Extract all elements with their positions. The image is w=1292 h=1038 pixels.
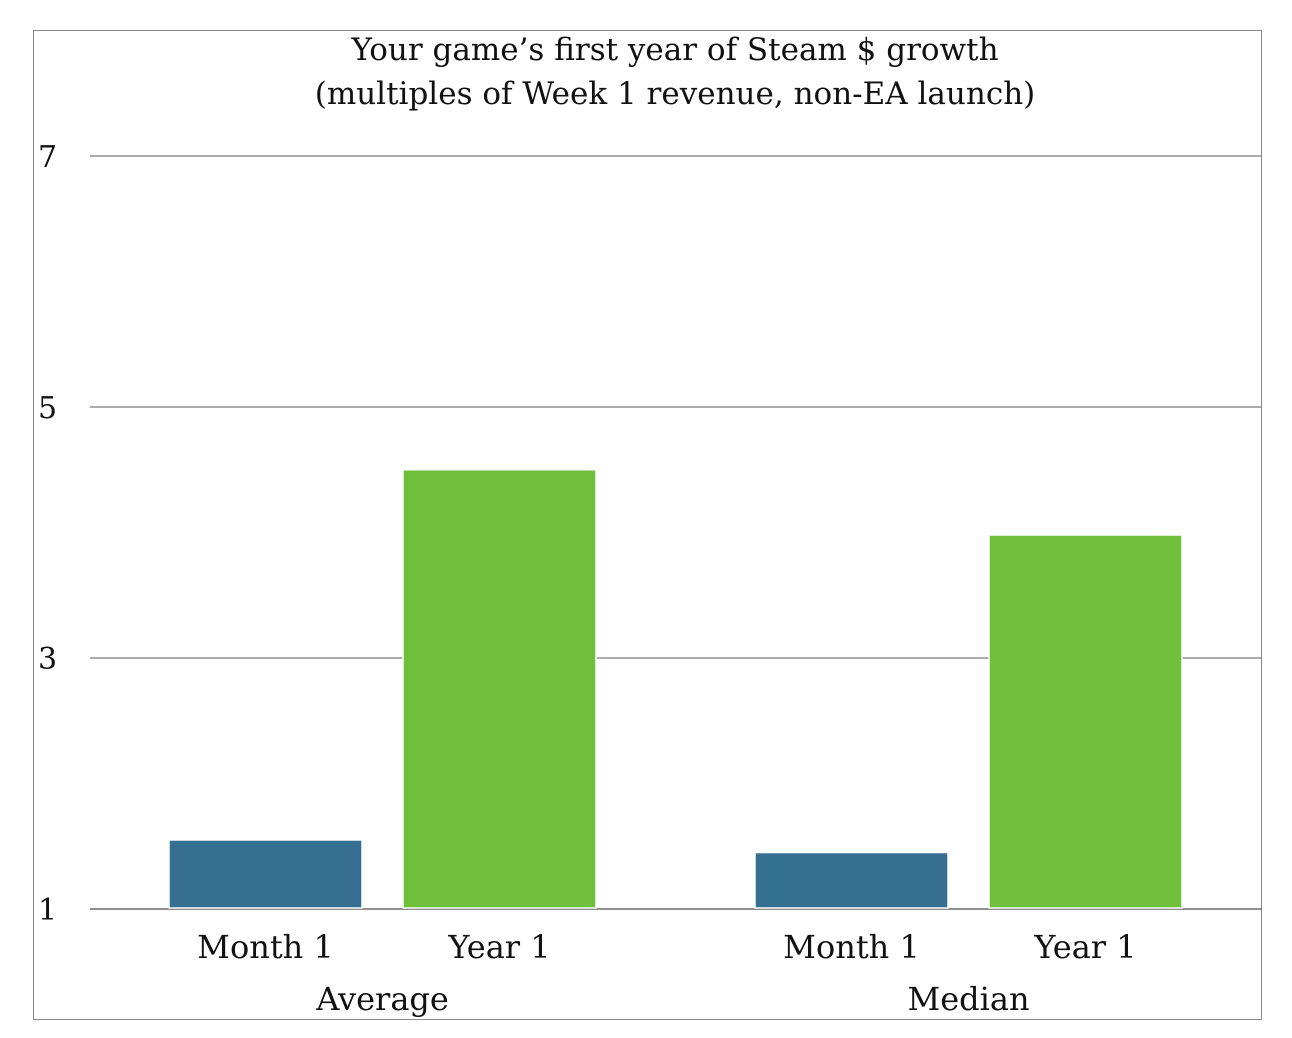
bar-average-month-1 (168, 839, 363, 909)
category-label: Month 1 (197, 928, 334, 966)
bars-layer (168, 469, 1183, 909)
bar-median-year-1 (988, 534, 1183, 909)
chart-title: Your game’s first year of Steam $ growth (350, 32, 998, 68)
chart-subtitle: (multiples of Week 1 revenue, non-EA lau… (315, 76, 1036, 112)
bar-average-year-1 (402, 469, 597, 909)
category-label: Year 1 (1033, 928, 1136, 966)
bar-median-month-1 (754, 851, 949, 909)
group-label-average: Average (315, 980, 449, 1018)
y-tick-label: 7 (38, 140, 57, 175)
category-label: Month 1 (783, 928, 920, 966)
group-label-median: Median (907, 980, 1029, 1018)
y-tick-label: 3 (38, 642, 57, 677)
category-label: Year 1 (447, 928, 550, 966)
y-tick-label: 5 (38, 391, 57, 426)
y-tick-label: 1 (38, 893, 57, 928)
chart-frame (33, 30, 1262, 1020)
